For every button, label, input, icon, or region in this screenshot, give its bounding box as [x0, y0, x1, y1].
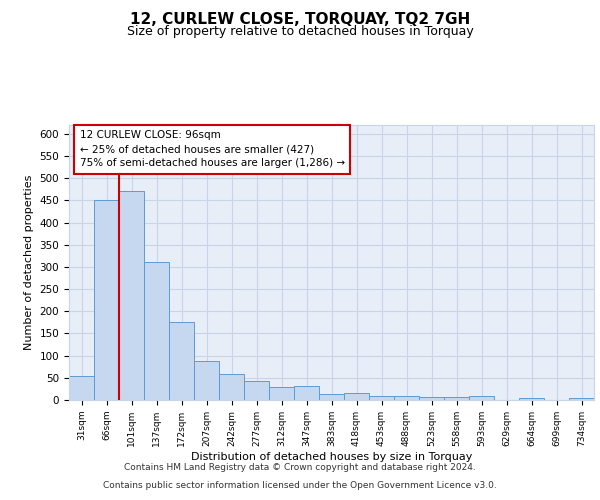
Y-axis label: Number of detached properties: Number of detached properties — [24, 175, 34, 350]
Bar — [94, 200, 119, 400]
Bar — [194, 361, 219, 400]
Bar — [519, 398, 544, 400]
Bar — [119, 190, 144, 400]
Bar — [144, 262, 169, 400]
Bar — [394, 396, 419, 400]
Bar — [369, 396, 394, 400]
Bar — [269, 386, 294, 400]
Bar — [319, 394, 344, 400]
Text: 12, CURLEW CLOSE, TORQUAY, TQ2 7GH: 12, CURLEW CLOSE, TORQUAY, TQ2 7GH — [130, 12, 470, 28]
Bar — [294, 386, 319, 400]
Bar — [344, 394, 369, 400]
Text: 12 CURLEW CLOSE: 96sqm
← 25% of detached houses are smaller (427)
75% of semi-de: 12 CURLEW CLOSE: 96sqm ← 25% of detached… — [79, 130, 344, 168]
Text: Size of property relative to detached houses in Torquay: Size of property relative to detached ho… — [127, 25, 473, 38]
Text: Contains HM Land Registry data © Crown copyright and database right 2024.: Contains HM Land Registry data © Crown c… — [124, 464, 476, 472]
Bar — [419, 397, 444, 400]
Bar — [569, 398, 594, 400]
Bar — [69, 376, 94, 400]
X-axis label: Distribution of detached houses by size in Torquay: Distribution of detached houses by size … — [191, 452, 472, 462]
Bar — [244, 382, 269, 400]
Text: Contains public sector information licensed under the Open Government Licence v3: Contains public sector information licen… — [103, 481, 497, 490]
Bar — [169, 322, 194, 400]
Bar — [219, 374, 244, 400]
Bar — [469, 396, 494, 400]
Bar — [444, 397, 469, 400]
